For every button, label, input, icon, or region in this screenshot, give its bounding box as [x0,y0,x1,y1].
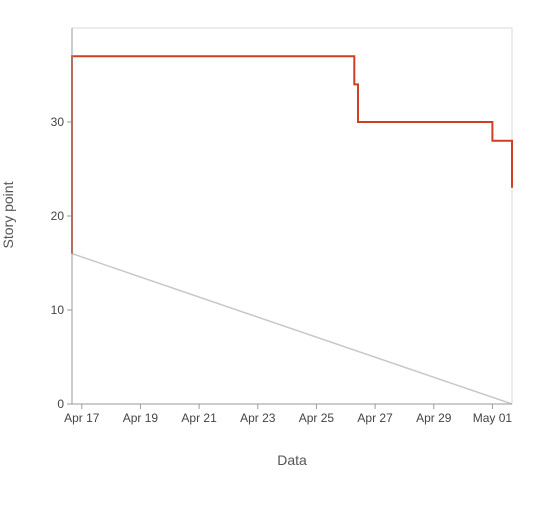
x-tick-label: Apr 23 [240,411,276,425]
x-axis-label: Data [277,452,307,468]
series-layer [71,55,513,405]
y-tick-label: 20 [51,209,65,223]
y-axis-ticks: 0 10 20 30 [51,115,72,411]
x-tick-label: May 01 [473,411,513,425]
x-tick-label: Apr 19 [123,411,159,425]
x-tick-label: Apr 29 [416,411,452,425]
y-tick-label: 30 [51,115,65,129]
x-tick-label: Apr 27 [357,411,393,425]
y-tick-label: 0 [57,397,64,411]
ideal-series-line [71,252,513,405]
y-axis-label: Story point [0,181,16,248]
x-tick-label: Apr 17 [64,411,100,425]
y-tick-label: 10 [51,303,65,317]
actual-series-line [71,55,513,254]
x-tick-label: Apr 25 [299,411,335,425]
x-axis-ticks: Apr 17 Apr 19 Apr 21 Apr 23 Apr 25 Apr 27 Apr … [64,404,512,425]
x-tick-label: Apr 21 [181,411,217,425]
plot-area-frame [71,27,513,405]
